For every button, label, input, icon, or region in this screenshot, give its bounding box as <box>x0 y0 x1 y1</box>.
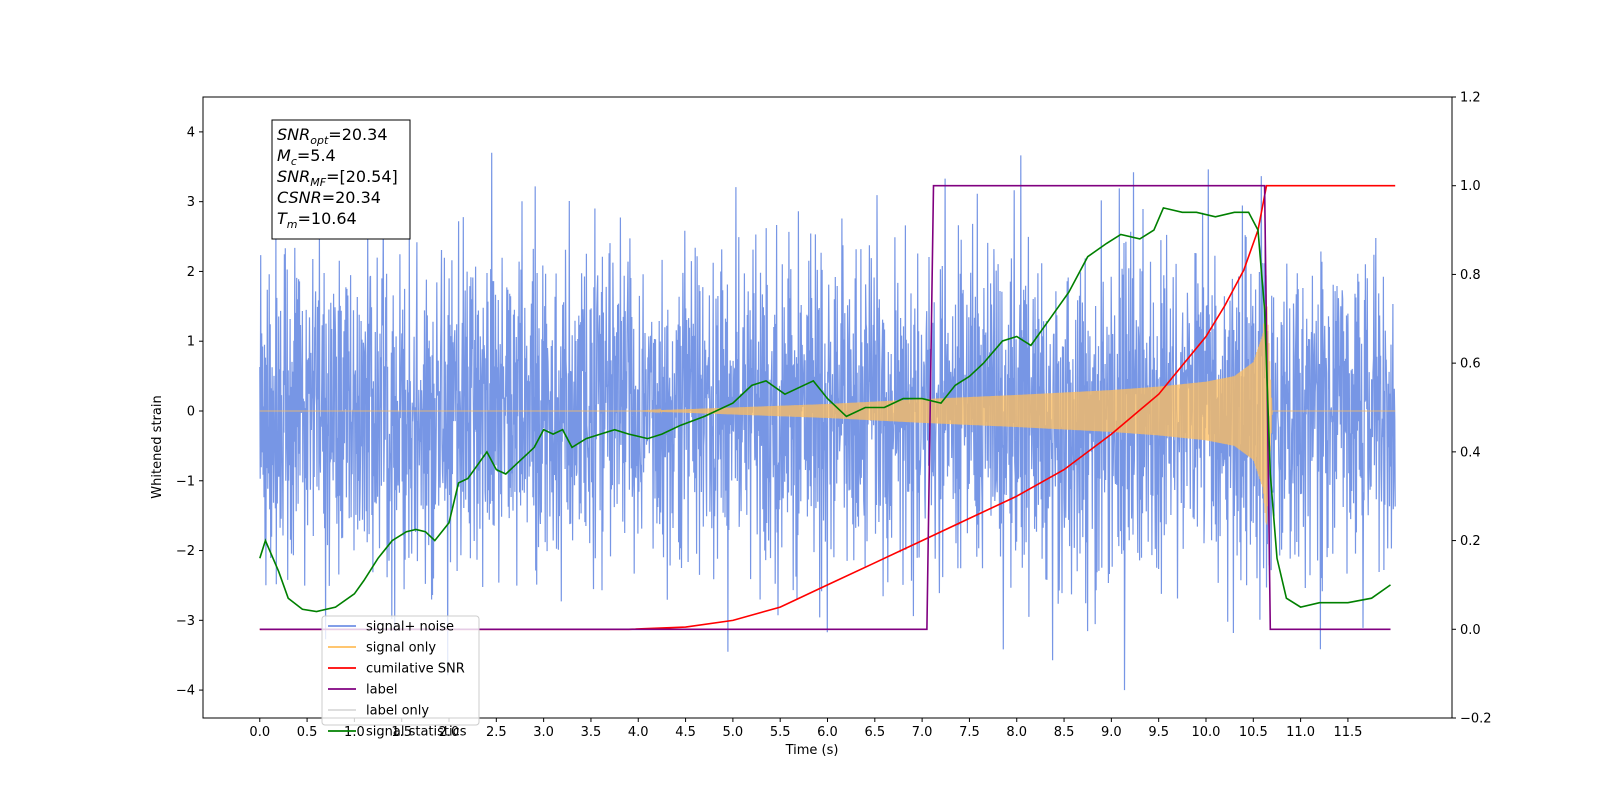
legend-entry: signal+ noise <box>366 620 454 635</box>
x-tick-label: 2.0 <box>439 725 460 740</box>
y-tick-label: −2 <box>176 544 195 559</box>
x-tick-label: 3.5 <box>581 725 602 740</box>
y-tick-label: 2 <box>187 265 195 280</box>
x-tick-label: 4.0 <box>628 725 649 740</box>
y-tick-label: 3 <box>187 195 195 210</box>
y2-tick-label: 0.6 <box>1460 357 1481 372</box>
x-tick-label: 10.0 <box>1192 725 1221 740</box>
series-label <box>259 184 1391 631</box>
y2-tick-label: 0.2 <box>1460 534 1481 549</box>
series-signal-noise <box>259 152 1396 691</box>
x-tick-label: 5.0 <box>723 725 744 740</box>
annotation-line: CSNR=20.34 <box>277 188 381 207</box>
legend-frame <box>321 615 480 726</box>
x-tick-label: 4.5 <box>675 725 696 740</box>
y2-tick-label: 1.2 <box>1460 91 1481 106</box>
x-tick-label: 8.0 <box>1006 725 1027 740</box>
x-tick-label: 3.0 <box>533 725 554 740</box>
annotation-box: SNRopt=20.34Mc=5.4SNRMF=[20.54]CSNR=20.3… <box>271 119 411 240</box>
y-tick-label: 1 <box>187 335 195 350</box>
y-tick-label: 0 <box>187 404 195 419</box>
legend-entry: label <box>366 683 397 698</box>
y2-tick-label: 0.0 <box>1460 623 1481 638</box>
legend: signal+ noise signal only cumilative SNR la… <box>321 615 480 740</box>
annotation-line: SNRopt=20.34 <box>277 125 388 147</box>
series-signal-only <box>259 294 1396 525</box>
series-signal-statistics <box>259 206 1391 613</box>
annotation-line: Mc=5.4 <box>277 146 336 168</box>
x-tick-label: 6.5 <box>864 725 885 740</box>
x-tick-label: 7.5 <box>959 725 980 740</box>
x-tick-label: 8.5 <box>1054 725 1075 740</box>
annotation-line: SNRMF=[20.54] <box>277 167 398 189</box>
x-tick-label: 9.0 <box>1101 725 1122 740</box>
annotation-frame <box>271 119 411 240</box>
y-tick-label: −1 <box>176 474 195 489</box>
x-tick-label: 10.5 <box>1239 725 1268 740</box>
annotation-line: Tm=10.64 <box>277 209 357 231</box>
legend-entry: signal statistics <box>366 725 467 740</box>
y-axis-label: Whitened strain <box>150 395 165 498</box>
x-tick-label: 1.5 <box>391 725 412 740</box>
x-tick-label: 9.5 <box>1148 725 1169 740</box>
x-tick-label: 1.0 <box>344 725 365 740</box>
y2-tick-label: 1.0 <box>1460 179 1481 194</box>
legend-entry: label only <box>366 704 429 719</box>
x-tick-label: 2.5 <box>486 725 507 740</box>
y-tick-label: 4 <box>187 125 195 140</box>
y2-tick-label: 0.8 <box>1460 268 1481 283</box>
y-tick-label: −4 <box>176 684 195 699</box>
series-layer <box>259 152 1396 691</box>
x-tick-label: 11.0 <box>1286 725 1315 740</box>
x-tick-label: 5.5 <box>770 725 791 740</box>
y-tick-label: −3 <box>176 614 195 629</box>
x-tick-label: 0.5 <box>297 725 318 740</box>
y2-tick-label: 0.4 <box>1460 445 1481 460</box>
y2-tick-label: −0.2 <box>1460 712 1492 727</box>
x-tick-label: 6.0 <box>817 725 838 740</box>
legend-entry: cumilative SNR <box>366 662 465 677</box>
x-tick-label: 0.0 <box>249 725 270 740</box>
x-tick-label: 7.0 <box>912 725 933 740</box>
axes-layer: 0.0 0.5 1.0 1.5 2.0 2.5 3.0 3.5 4.0 4.5 5.0 5.5 6.0 6… <box>176 91 1492 741</box>
x-axis-label: Time (s) <box>785 743 839 758</box>
series-cumulative-snr <box>259 184 1396 631</box>
x-tick-label: 11.5 <box>1333 725 1362 740</box>
legend-entry: signal only <box>366 641 436 656</box>
